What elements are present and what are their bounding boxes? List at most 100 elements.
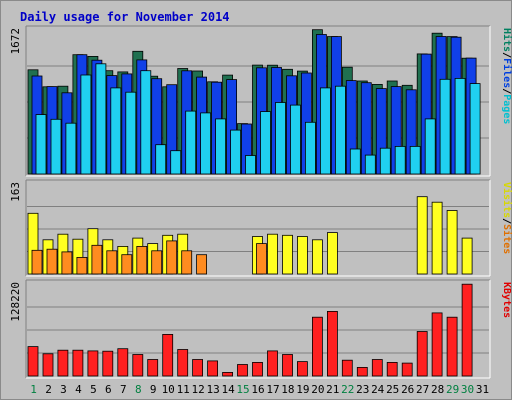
bar-pages-day-24 bbox=[379, 147, 391, 175]
x-tick-label: 12 bbox=[191, 383, 204, 396]
bar-kbytes-day-16 bbox=[252, 361, 263, 377]
bar-visits-day-29 bbox=[446, 210, 458, 275]
bar-pages-day-9 bbox=[155, 144, 167, 175]
bar-kbytes-day-25 bbox=[386, 361, 398, 377]
bar-kbytes-day-21 bbox=[326, 310, 338, 377]
bar-visits-day-27 bbox=[416, 196, 428, 275]
bar-sites-day-6 bbox=[106, 250, 118, 275]
legend-item: KBytes bbox=[501, 282, 512, 318]
bar-pages-day-23 bbox=[364, 154, 376, 175]
x-tick-label: 30 bbox=[461, 383, 474, 396]
x-tick-label: 10 bbox=[162, 383, 175, 396]
x-tick-label: 15 bbox=[236, 383, 249, 396]
x-tick-label: 26 bbox=[401, 383, 414, 396]
bar-visits-day-18 bbox=[282, 234, 293, 275]
legend-item: Hits bbox=[501, 28, 512, 52]
bar-visits-day-17 bbox=[267, 233, 278, 275]
bar-kbytes-day-28 bbox=[431, 312, 443, 377]
bar-kbytes-day-17 bbox=[267, 350, 278, 377]
bar-kbytes-day-18 bbox=[282, 354, 293, 377]
bar-sites-day-11 bbox=[181, 250, 193, 275]
bar-kbytes-day-27 bbox=[416, 331, 428, 377]
bar-kbytes-day-10 bbox=[162, 333, 174, 377]
bar-kbytes-day-11 bbox=[177, 349, 189, 377]
x-tick-label: 31 bbox=[476, 383, 489, 396]
x-tick-label: 24 bbox=[371, 383, 385, 396]
bar-pages-day-15 bbox=[245, 155, 256, 175]
bar-sites-day-8 bbox=[136, 245, 148, 275]
bar-kbytes-day-5 bbox=[87, 350, 99, 377]
bar-pages-day-18 bbox=[290, 104, 301, 175]
bar-kbytes-day-2 bbox=[42, 353, 54, 377]
bar-pages-day-19 bbox=[304, 121, 316, 175]
bar-sites-day-7 bbox=[121, 254, 133, 275]
x-tick-label: 17 bbox=[266, 383, 279, 396]
x-tick-label: 1 bbox=[30, 383, 37, 396]
bar-kbytes-day-15 bbox=[237, 364, 248, 377]
bar-pages-day-28 bbox=[439, 78, 451, 175]
bar-pages-day-25 bbox=[394, 145, 406, 175]
bar-pages-day-3 bbox=[65, 122, 77, 175]
bar-kbytes-day-7 bbox=[117, 348, 129, 377]
x-tick-label: 13 bbox=[206, 383, 219, 396]
bar-pages-day-30 bbox=[469, 83, 481, 175]
bar-sites-day-5 bbox=[91, 244, 103, 275]
bar-kbytes-day-30 bbox=[461, 283, 473, 377]
y-max-label-kbytes: 128220 bbox=[9, 282, 22, 322]
bar-kbytes-day-14 bbox=[222, 371, 234, 377]
panel-visits: 163 Visits/Sites bbox=[9, 179, 512, 277]
x-tick-label: 9 bbox=[150, 383, 157, 396]
legend-item: Sites bbox=[501, 224, 512, 254]
bar-pages-day-6 bbox=[110, 87, 122, 175]
x-tick-label: 3 bbox=[60, 383, 67, 396]
bar-sites-day-2 bbox=[46, 248, 58, 275]
x-tick-label: 27 bbox=[416, 383, 429, 396]
x-tick-label: 18 bbox=[281, 383, 294, 396]
legend-separator: / bbox=[501, 218, 512, 224]
bar-pages-day-27 bbox=[424, 118, 436, 175]
x-tick-label: 29 bbox=[446, 383, 459, 396]
bar-pages-day-17 bbox=[275, 102, 286, 175]
x-tick-label: 11 bbox=[177, 383, 190, 396]
panel-pages: 1672 Hits/Files/Pages bbox=[9, 25, 512, 177]
bar-pages-day-4 bbox=[80, 74, 92, 175]
bar-pages-day-22 bbox=[349, 148, 361, 175]
y-max-label-visits: 163 bbox=[9, 182, 22, 202]
bar-kbytes-day-6 bbox=[102, 350, 114, 377]
bar-kbytes-day-8 bbox=[132, 354, 144, 377]
x-tick-label: 19 bbox=[296, 383, 309, 396]
x-tick-label: 16 bbox=[251, 383, 264, 396]
x-tick-label: 4 bbox=[75, 383, 82, 396]
bar-sites-day-4 bbox=[76, 256, 88, 275]
bar-sites-day-12 bbox=[196, 254, 208, 275]
x-tick-label: 5 bbox=[90, 383, 97, 396]
bar-visits-day-30 bbox=[461, 237, 473, 275]
bar-kbytes-day-1 bbox=[27, 346, 39, 377]
legend-pages: Hits/Files/Pages bbox=[501, 28, 512, 124]
legend-separator: / bbox=[501, 88, 512, 94]
bar-kbytes-day-20 bbox=[311, 316, 323, 377]
panel-kbytes: 128220 KBytes bbox=[9, 279, 512, 379]
legend-visits: Visits/Sites bbox=[501, 182, 512, 254]
bar-visits-day-28 bbox=[431, 201, 443, 275]
bar-kbytes-day-26 bbox=[401, 362, 413, 377]
bar-kbytes-day-3 bbox=[57, 349, 69, 377]
x-tick-label: 28 bbox=[431, 383, 444, 396]
bar-pages-day-16 bbox=[260, 111, 271, 175]
bar-sites-day-10 bbox=[166, 240, 178, 275]
bar-pages-day-26 bbox=[409, 145, 421, 175]
bar-kbytes-day-12 bbox=[192, 359, 204, 377]
bar-pages-day-8 bbox=[140, 70, 152, 175]
bar-visits-day-20 bbox=[311, 239, 323, 275]
x-tick-label: 20 bbox=[311, 383, 324, 396]
bar-pages-day-11 bbox=[185, 110, 197, 175]
bar-visits-day-21 bbox=[326, 232, 338, 275]
bar-kbytes-day-24 bbox=[371, 359, 383, 377]
bar-kbytes-day-13 bbox=[207, 360, 219, 377]
bar-pages-day-14 bbox=[230, 129, 242, 175]
x-tick-label: 21 bbox=[326, 383, 339, 396]
y-max-label-pages: 1672 bbox=[9, 28, 22, 55]
bar-kbytes-day-9 bbox=[147, 359, 159, 377]
x-tick-label: 2 bbox=[45, 383, 52, 396]
legend-item: Files bbox=[501, 58, 512, 88]
